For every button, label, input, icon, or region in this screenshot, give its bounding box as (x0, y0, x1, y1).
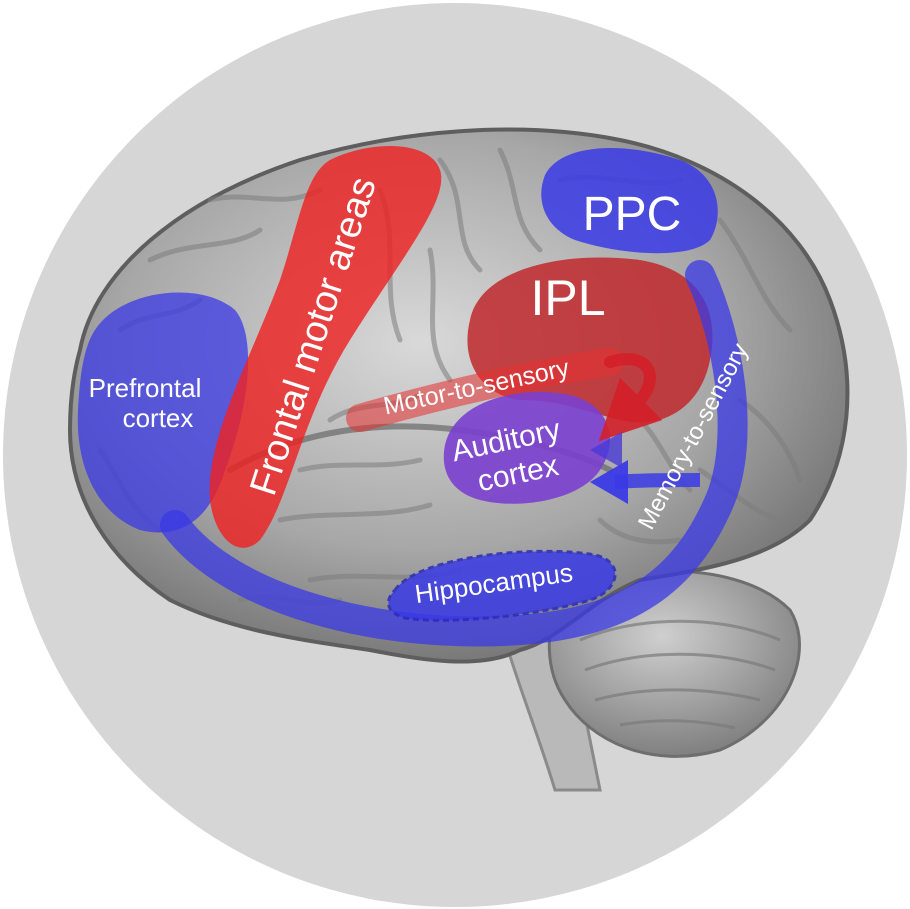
ipl-label: IPL (530, 270, 605, 326)
motor-to-sensory-band (346, 348, 624, 432)
memory-arrowhead-icon (590, 460, 628, 504)
auditory-cortex-region (443, 392, 610, 504)
ppc-region (541, 148, 718, 254)
frontal-motor-region (209, 146, 442, 548)
prefrontal-label-line2: cortex (123, 403, 194, 433)
memory-to-sensory-pathway (160, 260, 748, 647)
prefrontal-cortex-region (77, 292, 249, 533)
motor-to-sensory-arrow (598, 353, 663, 442)
memory-arrowhead-icon-2 (590, 432, 622, 468)
ppc-label: PPC (583, 188, 682, 241)
hippocampus-region (386, 549, 617, 622)
prefrontal-label-line1: Prefrontal (89, 373, 202, 403)
cerebellum-folds (579, 619, 781, 730)
